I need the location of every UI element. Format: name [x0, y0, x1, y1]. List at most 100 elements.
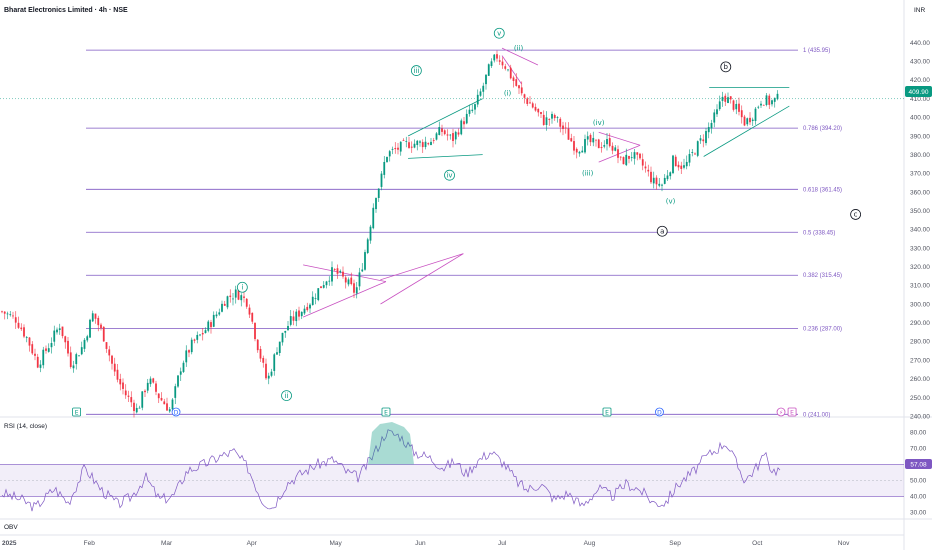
candle-body: [683, 165, 685, 168]
candle-body: [17, 322, 20, 328]
triangle-apex-upper: [303, 264, 387, 283]
wave-label-circle: [493, 27, 505, 39]
candle-body: [622, 157, 625, 165]
candle-body: [226, 296, 229, 308]
event-marker: E: [605, 410, 609, 417]
candle-body: [729, 96, 732, 100]
candle-body: [273, 354, 276, 371]
candle-body: [542, 114, 545, 125]
candle-body: [474, 104, 476, 110]
candle-body: [498, 60, 501, 62]
candle-body: [243, 296, 245, 298]
candle-body: [177, 375, 179, 387]
candle-body: [567, 128, 570, 140]
candle-body: [562, 125, 564, 130]
time-tick-label: Apr: [247, 540, 258, 547]
candle-body: [320, 286, 322, 289]
candle-body: [364, 252, 366, 270]
candle-body: [413, 143, 416, 148]
rsi-tick-label: 30.00: [910, 510, 927, 517]
candle-body: [743, 116, 746, 126]
candle-body: [116, 369, 119, 380]
candle-body: [757, 106, 760, 108]
candle-body: [556, 117, 559, 118]
candle-body: [438, 127, 441, 135]
candle-body: [490, 61, 493, 67]
candle-body: [152, 378, 155, 383]
wave-label: iv: [446, 171, 452, 179]
price-tick-label: 300.00: [910, 301, 930, 308]
candle-body: [520, 87, 523, 94]
candle-body: [537, 108, 540, 113]
candle-body: [240, 295, 243, 301]
candle-body: [633, 152, 636, 159]
candle-body: [50, 343, 53, 348]
candle-body: [281, 332, 284, 343]
event-marker-bg: [602, 407, 612, 417]
candle-body: [292, 316, 295, 321]
candle-body: [600, 147, 603, 149]
candle-body: [658, 183, 661, 186]
time-axis: 2025 Feb Mar Apr May Jun Jul Aug Sep Oct Nov: [2, 540, 850, 547]
time-tick-label: Feb: [84, 540, 96, 547]
candle-body: [179, 371, 182, 375]
candle-body: [25, 336, 28, 338]
candle-body: [259, 348, 262, 359]
candle-body: [460, 120, 463, 135]
candle-body: [289, 316, 292, 325]
event-marker-bg: [171, 407, 181, 417]
price-tick-label: 240.00: [910, 413, 930, 420]
candle-body: [221, 303, 223, 312]
candle-body: [157, 393, 160, 399]
candle-body: [353, 283, 355, 293]
candle-body: [394, 148, 397, 150]
candle-body: [696, 141, 699, 156]
obv-title: OBV: [4, 524, 18, 531]
candle-body: [185, 350, 188, 363]
candle-body: [553, 114, 556, 119]
price-badge: 409.90: [905, 86, 932, 97]
fib-level-label: 0.5 (338.45): [803, 230, 835, 236]
candle-body: [388, 151, 391, 157]
candle-body: [218, 312, 221, 315]
event-marker: E: [75, 410, 79, 417]
candle-body: [721, 96, 724, 101]
candle-body: [234, 289, 237, 298]
candle-body: [155, 383, 157, 392]
event-marker: D: [174, 410, 179, 417]
candle-body: [53, 330, 56, 342]
candle-body: [727, 97, 729, 104]
wave-label: v: [497, 30, 501, 38]
price-tick-label: 410.00: [910, 96, 930, 103]
candle-body: [375, 198, 377, 210]
candle-body: [204, 330, 207, 334]
candle-body: [358, 272, 361, 287]
time-tick-label: 2025: [2, 540, 17, 547]
candle-body: [496, 54, 498, 59]
candle-body: [479, 91, 482, 96]
candle-body: [174, 386, 177, 398]
candle-body: [130, 397, 133, 403]
price-tick-label: 280.00: [910, 339, 930, 346]
candle-body: [410, 146, 413, 148]
candle-body: [449, 134, 452, 136]
candle-body: [559, 118, 562, 127]
candle-body: [512, 77, 515, 81]
candle-body: [564, 127, 567, 129]
candle-body: [284, 330, 287, 333]
candle-body: [597, 139, 600, 149]
price-tick-label: 260.00: [910, 376, 930, 383]
candle-body: [515, 79, 518, 86]
candle-body: [735, 103, 738, 110]
candle-body: [751, 119, 754, 121]
wave-label-circle: [444, 169, 455, 181]
event-marker-bg: [655, 407, 664, 417]
rsi-title: RSI (14, close): [4, 423, 47, 430]
candle-body: [732, 100, 735, 110]
candle-body: [694, 153, 696, 155]
candle-body: [56, 329, 58, 333]
candle-body: [331, 267, 333, 282]
candle-body: [141, 391, 144, 408]
candle-body: [718, 101, 721, 110]
